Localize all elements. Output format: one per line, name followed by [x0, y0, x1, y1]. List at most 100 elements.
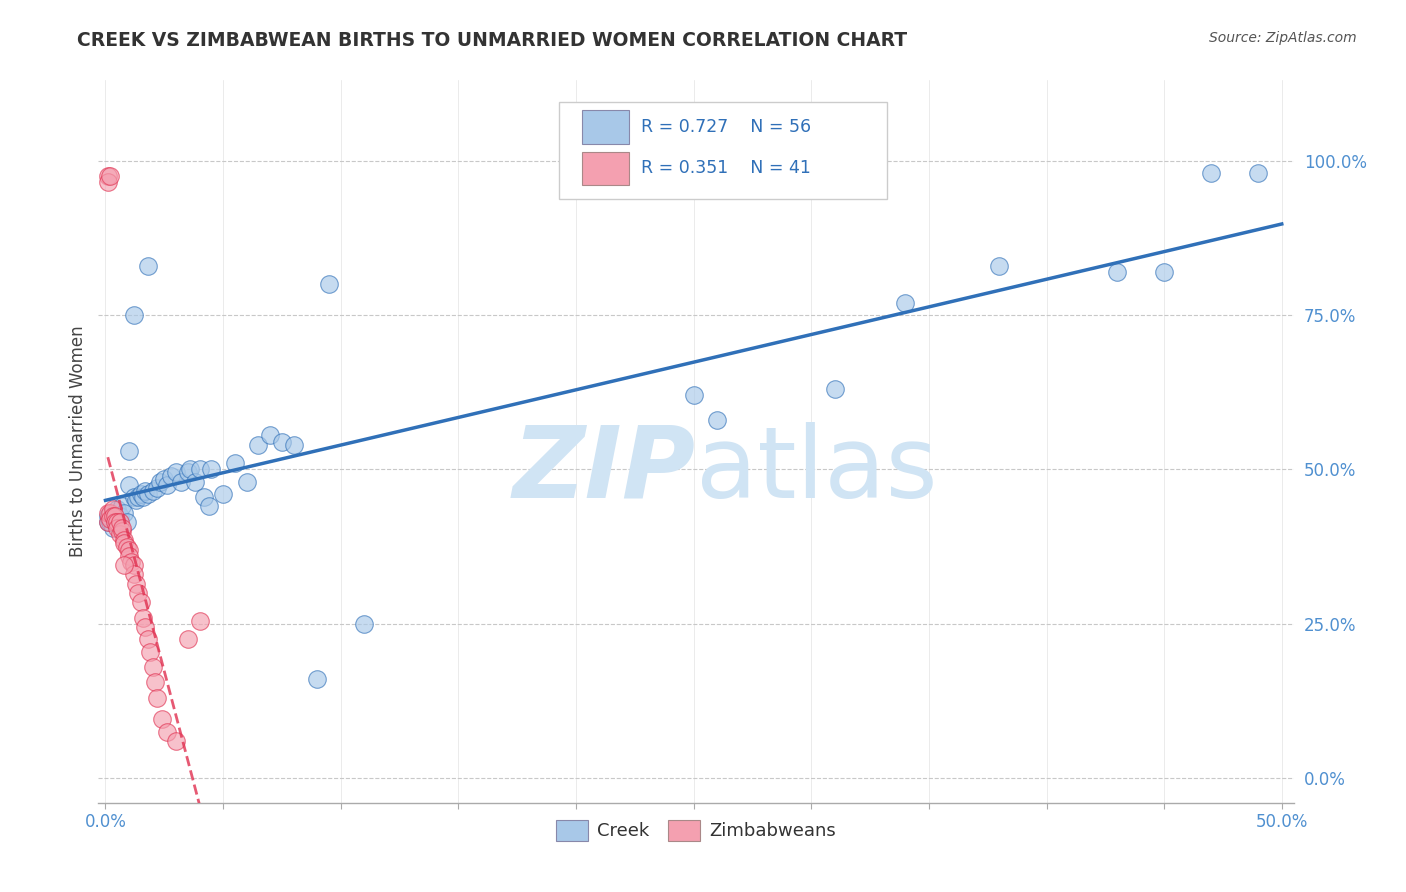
- Point: [170, 475, 193, 489]
- Point: [706, 413, 728, 427]
- Point: [136, 632, 159, 647]
- Point: [111, 524, 134, 538]
- Point: [115, 515, 138, 529]
- Point: [104, 515, 127, 529]
- Point: [118, 443, 141, 458]
- Point: [307, 673, 329, 687]
- Point: [97, 515, 120, 529]
- Point: [318, 277, 340, 291]
- Point: [139, 644, 162, 658]
- Point: [125, 493, 148, 508]
- Point: [108, 515, 131, 529]
- Point: [98, 506, 121, 520]
- Text: ZIP: ZIP: [513, 422, 696, 519]
- Point: [156, 724, 179, 739]
- Point: [134, 483, 156, 498]
- Point: [122, 558, 145, 572]
- Point: [179, 462, 201, 476]
- Point: [101, 508, 124, 523]
- Point: [129, 595, 152, 609]
- Point: [132, 610, 155, 624]
- Point: [193, 490, 215, 504]
- Point: [184, 475, 207, 489]
- Point: [125, 576, 148, 591]
- Point: [188, 614, 211, 628]
- Text: CREEK VS ZIMBABWEAN BIRTHS TO UNMARRIED WOMEN CORRELATION CHART: CREEK VS ZIMBABWEAN BIRTHS TO UNMARRIED …: [77, 31, 907, 50]
- Point: [212, 487, 235, 501]
- Point: [105, 502, 128, 516]
- Point: [1247, 166, 1270, 180]
- Point: [141, 660, 163, 674]
- Point: [153, 472, 176, 486]
- Point: [247, 437, 270, 451]
- Point: [108, 508, 131, 523]
- Point: [118, 477, 141, 491]
- Point: [104, 515, 127, 529]
- Point: [165, 734, 187, 748]
- Point: [988, 259, 1011, 273]
- Text: R = 0.351    N = 41: R = 0.351 N = 41: [641, 160, 811, 178]
- Point: [150, 713, 173, 727]
- Point: [177, 466, 200, 480]
- Point: [108, 527, 131, 541]
- Point: [112, 533, 135, 548]
- Point: [177, 632, 200, 647]
- Point: [101, 502, 124, 516]
- Point: [136, 259, 159, 273]
- Point: [122, 308, 145, 322]
- Point: [97, 169, 120, 183]
- Text: Source: ZipAtlas.com: Source: ZipAtlas.com: [1209, 31, 1357, 45]
- Point: [165, 466, 187, 480]
- Point: [682, 388, 704, 402]
- FancyBboxPatch shape: [558, 102, 887, 200]
- Point: [118, 542, 141, 557]
- Point: [118, 549, 141, 563]
- Point: [112, 506, 135, 520]
- Point: [122, 567, 145, 582]
- FancyBboxPatch shape: [582, 152, 628, 185]
- Point: [235, 475, 257, 489]
- Point: [136, 487, 159, 501]
- Point: [824, 382, 846, 396]
- Point: [111, 521, 134, 535]
- Point: [97, 508, 120, 523]
- Point: [143, 675, 166, 690]
- Point: [105, 521, 128, 535]
- Point: [1199, 166, 1222, 180]
- Point: [97, 515, 120, 529]
- Point: [141, 483, 163, 498]
- Point: [98, 515, 121, 529]
- Point: [132, 490, 155, 504]
- Point: [98, 515, 121, 529]
- Point: [146, 690, 169, 705]
- Y-axis label: Births to Unmarried Women: Births to Unmarried Women: [69, 326, 87, 558]
- Point: [259, 428, 281, 442]
- Point: [115, 540, 138, 554]
- FancyBboxPatch shape: [582, 111, 628, 144]
- Point: [198, 500, 221, 514]
- Point: [120, 555, 142, 569]
- Point: [98, 512, 121, 526]
- Legend: Creek, Zimbabweans: Creek, Zimbabweans: [548, 813, 844, 848]
- Point: [97, 506, 120, 520]
- Point: [122, 490, 145, 504]
- Point: [1107, 265, 1129, 279]
- Point: [894, 295, 917, 310]
- Text: R = 0.727    N = 56: R = 0.727 N = 56: [641, 118, 811, 136]
- Point: [101, 521, 124, 535]
- Point: [129, 487, 152, 501]
- Point: [98, 169, 121, 183]
- Point: [224, 456, 246, 470]
- Point: [271, 434, 294, 449]
- Point: [283, 437, 305, 451]
- Point: [146, 481, 169, 495]
- Point: [127, 490, 149, 504]
- Point: [105, 515, 128, 529]
- Point: [1153, 265, 1175, 279]
- Point: [149, 475, 172, 489]
- Point: [112, 558, 135, 572]
- Point: [200, 462, 222, 476]
- Text: atlas: atlas: [696, 422, 938, 519]
- Point: [127, 586, 149, 600]
- Point: [134, 620, 156, 634]
